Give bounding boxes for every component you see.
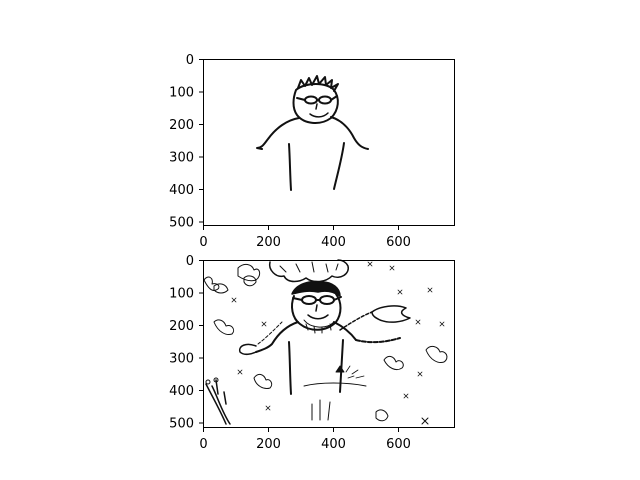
- x-tick-label: 200: [256, 437, 281, 452]
- y-tick-label: 300: [169, 352, 194, 367]
- right-side: [339, 339, 344, 393]
- top-panel-x-ticks: [203, 225, 399, 230]
- mouth: [307, 314, 329, 320]
- y-tick-label: 400: [169, 384, 194, 399]
- bottom-panel-image: [203, 259, 448, 425]
- right-chain: [355, 337, 401, 344]
- bottom-panel-x-ticks: [203, 427, 399, 432]
- plant-bud: [205, 379, 211, 385]
- insects: [231, 261, 445, 411]
- butterfly: [203, 276, 220, 291]
- insect: [415, 319, 421, 325]
- insect: [427, 287, 433, 293]
- insect: [261, 321, 267, 327]
- ground-line: [303, 382, 367, 387]
- right-shoulder: [330, 116, 369, 150]
- insect: [417, 371, 423, 377]
- y-tick-label: 0: [186, 254, 194, 269]
- insect: [265, 405, 271, 411]
- y-tick-label: 200: [169, 319, 194, 334]
- butterfly: [383, 355, 404, 371]
- plant-bud: [213, 377, 219, 383]
- nose: [315, 103, 318, 110]
- x-tick-label: 200: [256, 235, 281, 250]
- grass-tufts: [345, 365, 365, 379]
- insect: [231, 297, 237, 303]
- butterfly: [243, 275, 257, 287]
- hair: [297, 75, 339, 92]
- left-chain: [257, 321, 283, 345]
- left-side: [288, 341, 292, 395]
- butterfly: [253, 373, 273, 389]
- head-outline: [291, 293, 342, 331]
- x-tick-label: 600: [386, 235, 411, 250]
- canopy-hatching: [279, 261, 339, 273]
- butterfly: [213, 319, 235, 335]
- x-tick-label: 0: [199, 235, 207, 250]
- insect: [367, 261, 373, 267]
- left-shoulder: [256, 117, 300, 150]
- y-tick-label: 0: [186, 53, 194, 68]
- y-tick-label: 300: [169, 151, 194, 166]
- top-panel-image: [256, 75, 369, 191]
- y-tick-label: 100: [169, 287, 194, 302]
- right-shoulder: [333, 321, 357, 341]
- x-tick-label: 400: [321, 437, 346, 452]
- top-panel-y-ticks: [199, 59, 204, 223]
- beard: [303, 319, 335, 334]
- right-hand: [371, 305, 411, 323]
- insect: [237, 369, 243, 375]
- x-tick-label: 0: [199, 437, 207, 452]
- upper-chain: [339, 311, 373, 331]
- glasses-frame: [292, 296, 342, 301]
- x-tick-label: 600: [386, 437, 411, 452]
- butterfly: [375, 409, 389, 422]
- plants-left: [205, 379, 231, 425]
- y-tick-label: 500: [169, 216, 194, 231]
- lower-legs: [311, 399, 331, 421]
- y-tick-label: 500: [169, 417, 194, 432]
- mouth: [309, 112, 329, 118]
- insect: [389, 265, 395, 271]
- nose: [315, 304, 318, 312]
- insect: [421, 417, 429, 425]
- glasses-frame: [296, 95, 338, 101]
- hair: [291, 280, 341, 297]
- left-shoulder: [255, 321, 299, 353]
- insect: [397, 289, 403, 295]
- butterfly: [237, 263, 261, 282]
- x-tick-label: 400: [321, 235, 346, 250]
- butterfly: [213, 283, 229, 294]
- small-bell: [335, 365, 345, 373]
- insect: [439, 321, 445, 327]
- top-panel: 0 100 200 300 400 500 0 200 400 600: [169, 53, 455, 250]
- bottom-panel-frame: [203, 260, 455, 428]
- top-panel-frame: [203, 59, 455, 226]
- left-side: [288, 143, 292, 191]
- y-tick-label: 200: [169, 118, 194, 133]
- bottom-panel: 0 100 200 300 400 500 0 200 400 600: [169, 254, 455, 452]
- y-tick-label: 100: [169, 86, 194, 101]
- left-hand: [238, 343, 257, 356]
- insect: [403, 393, 409, 399]
- right-side: [333, 142, 345, 190]
- bottom-panel-y-ticks: [199, 260, 204, 424]
- butterfly: [425, 345, 448, 363]
- butterflies: [203, 263, 448, 425]
- y-tick-label: 400: [169, 183, 194, 198]
